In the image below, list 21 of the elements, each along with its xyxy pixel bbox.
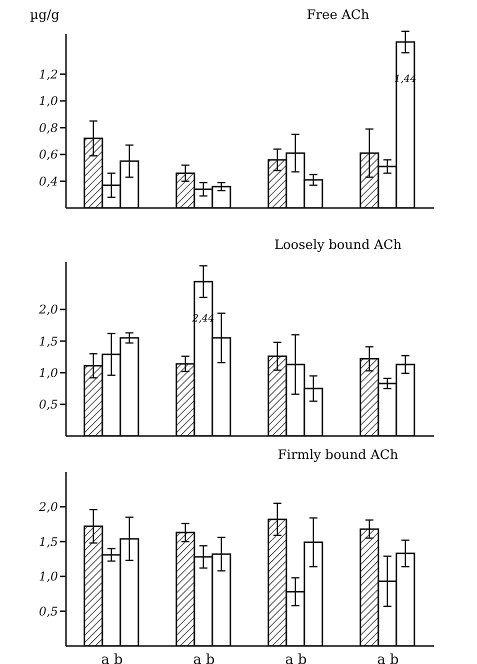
- y-tick-label: 1,2: [38, 67, 58, 82]
- y-tick-label: 1,5: [38, 334, 58, 348]
- y-axis-title: µg/g: [30, 8, 60, 23]
- y-tick-label: 0,8: [38, 120, 58, 135]
- y-tick-label: 1,0: [38, 94, 58, 108]
- y-tick-label: 2,0: [38, 500, 58, 514]
- x-tick-label: a b: [377, 652, 399, 664]
- y-tick-label: 2,0: [38, 302, 58, 317]
- chart-title: Free ACh: [306, 8, 370, 23]
- y-tick-label: 0,4: [38, 174, 58, 188]
- x-tick-label: a b: [193, 652, 215, 664]
- y-tick-label: 1,0: [38, 570, 58, 584]
- chart-title: Loosely bound ACh: [273, 238, 403, 253]
- y-tick-label: 0,5: [38, 604, 58, 618]
- y-tick-label: 1,5: [38, 534, 58, 549]
- y-tick-label: 0,5: [38, 398, 58, 412]
- chart-title: Firmly bound ACh: [276, 448, 400, 463]
- x-tick-label: a b: [285, 652, 307, 664]
- y-tick-label: 0,6: [38, 148, 58, 162]
- x-tick-label: a b: [101, 652, 123, 664]
- y-tick-label: 1,0: [38, 366, 58, 380]
